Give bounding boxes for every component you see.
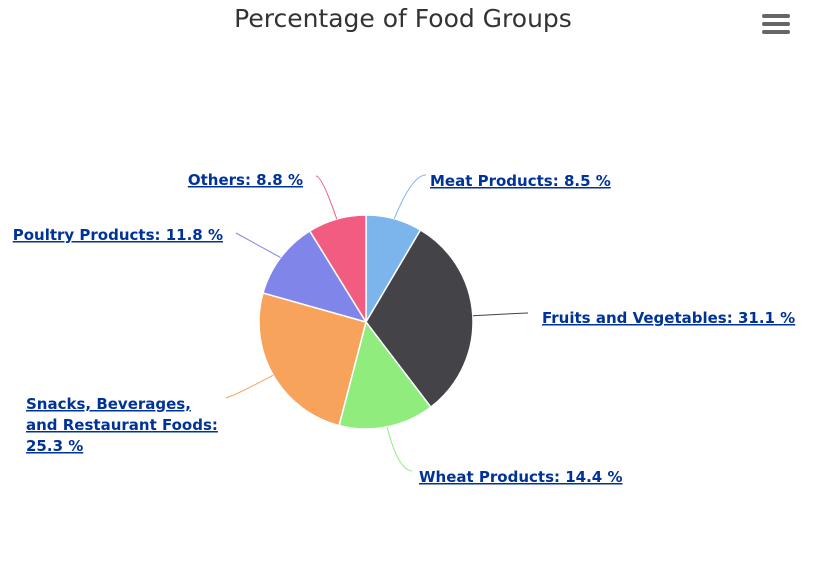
pie-slice-snacks-beverages-and-restaurant-foods[interactable] — [258, 292, 367, 427]
data-label[interactable]: Meat Products: 8.5 % — [430, 172, 611, 190]
connector-line — [472, 312, 529, 317]
hamburger-menu-icon[interactable] — [762, 14, 790, 38]
connector-line — [235, 232, 281, 259]
chart-title: Percentage of Food Groups — [234, 4, 572, 33]
connector-line — [393, 174, 427, 219]
data-label[interactable]: Poultry Products: 11.8 % — [13, 226, 223, 244]
data-label[interactable]: Fruits and Vegetables: 31.1 % — [542, 309, 795, 327]
connector-line — [225, 374, 274, 399]
data-label[interactable]: Others: 8.8 % — [188, 171, 303, 189]
pie-slice-poultry-products[interactable] — [262, 229, 368, 324]
connector-line — [386, 426, 413, 472]
pie-slice-others[interactable] — [308, 214, 367, 325]
data-label[interactable]: Wheat Products: 14.4 % — [419, 468, 623, 486]
connector-line — [315, 175, 338, 220]
pie-slice-fruits-and-vegetables[interactable] — [365, 228, 474, 409]
data-label[interactable]: Snacks, Beverages, and Restaurant Foods: 2… — [26, 395, 218, 455]
